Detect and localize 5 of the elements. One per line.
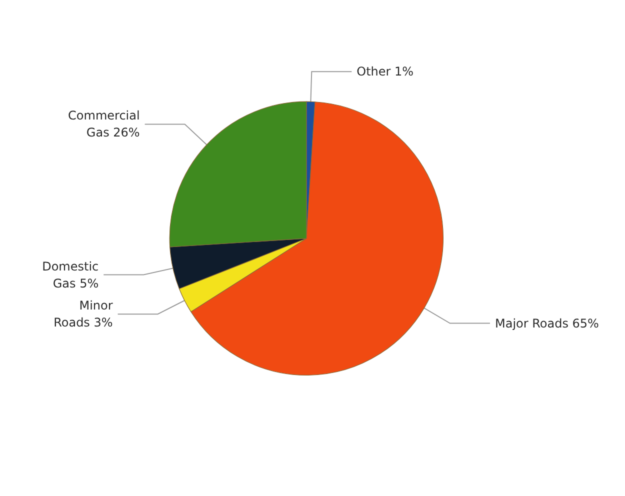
- slice-label: Commercial Gas 26%: [68, 108, 140, 140]
- slice-label: Major Roads 65%: [494, 316, 599, 330]
- slice-label: Minor Roads 3%: [54, 298, 113, 330]
- slice-label: Other 1%: [356, 64, 414, 79]
- slice-label: Domestic Gas 5%: [42, 259, 99, 290]
